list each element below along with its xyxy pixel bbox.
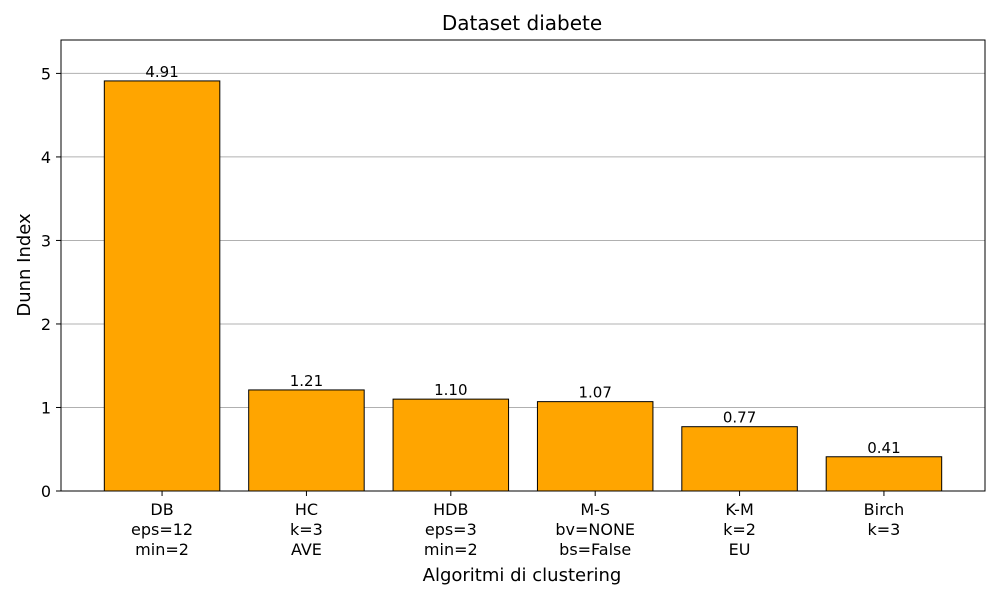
y-tick-label: 4 [41,148,51,167]
bar [248,389,365,492]
x-axis-label: Algoritmi di clustering [423,565,622,586]
x-tick-label: K-M k=2 EU [723,500,756,559]
bar-value-label: 0.41 [867,439,900,457]
bar-value-label: 4.91 [145,63,178,81]
y-tick-label: 1 [41,398,51,417]
bar-value-label: 1.21 [290,372,323,390]
data-labels: 4.91 1.21 1.10 1.07 0.77 0.41 [145,63,900,457]
bar-value-label: 0.77 [723,409,756,427]
y-axis-label: Dunn Index [14,213,35,317]
y-tick-label: 5 [41,64,51,83]
plot-frame [60,39,986,492]
bars [103,80,943,492]
y-tick-label: 2 [41,315,51,334]
x-axis: DB eps=12 min=2 HC k=3 AVE HDB eps=3 min=2 M-S bv=… [131,491,904,559]
bar [681,426,798,492]
x-tick-label: Birch k=3 [864,500,905,539]
bar [392,398,510,492]
y-tick-label: 0 [41,482,51,501]
bar [825,456,943,492]
bar-value-label: 1.07 [578,384,611,402]
x-tick-label: HC k=3 AVE [290,500,323,559]
x-tick-label: DB eps=12 min=2 [131,500,193,559]
bar [536,401,654,492]
bar [103,80,221,492]
chart-title: Dataset diabete [442,11,602,35]
x-tick-label: M-S bv=NONE bs=False [555,500,635,559]
bar-value-label: 1.10 [434,381,467,399]
y-tick-label: 3 [41,231,51,250]
y-axis: 0 1 2 3 4 5 [41,64,61,501]
x-tick-label: HDB eps=3 min=2 [424,500,478,559]
